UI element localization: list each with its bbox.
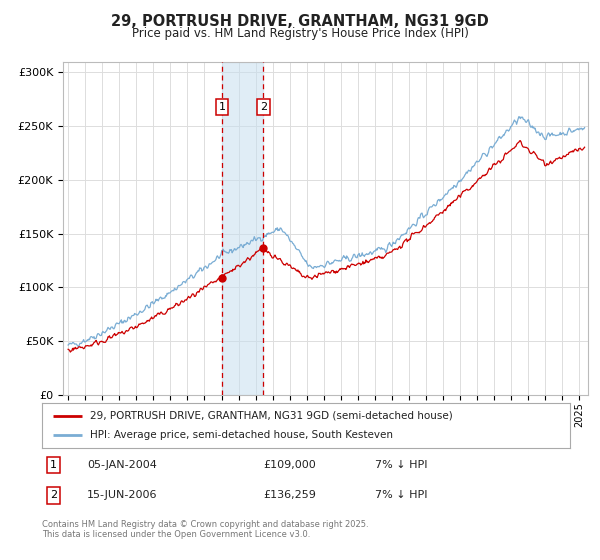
Text: £109,000: £109,000: [264, 460, 317, 470]
Text: Contains HM Land Registry data © Crown copyright and database right 2025.
This d: Contains HM Land Registry data © Crown c…: [42, 520, 368, 539]
Text: 7% ↓ HPI: 7% ↓ HPI: [374, 460, 427, 470]
Text: 2: 2: [50, 491, 57, 501]
Text: 7% ↓ HPI: 7% ↓ HPI: [374, 491, 427, 501]
Text: HPI: Average price, semi-detached house, South Kesteven: HPI: Average price, semi-detached house,…: [89, 431, 392, 441]
Text: 15-JUN-2006: 15-JUN-2006: [87, 491, 157, 501]
Text: 2: 2: [260, 102, 267, 112]
Text: Price paid vs. HM Land Registry's House Price Index (HPI): Price paid vs. HM Land Registry's House …: [131, 27, 469, 40]
Text: 1: 1: [218, 102, 226, 112]
Bar: [222, 62, 263, 395]
Text: £136,259: £136,259: [264, 491, 317, 501]
Text: 1: 1: [50, 460, 57, 470]
Text: 05-JAN-2004: 05-JAN-2004: [87, 460, 157, 470]
Text: 29, PORTRUSH DRIVE, GRANTHAM, NG31 9GD (semi-detached house): 29, PORTRUSH DRIVE, GRANTHAM, NG31 9GD (…: [89, 410, 452, 421]
Text: 29, PORTRUSH DRIVE, GRANTHAM, NG31 9GD: 29, PORTRUSH DRIVE, GRANTHAM, NG31 9GD: [111, 14, 489, 29]
